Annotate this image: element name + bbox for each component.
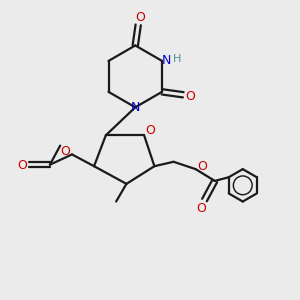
Text: H: H [173,55,182,64]
Text: O: O [61,145,70,158]
Text: N: N [162,54,171,68]
Text: O: O [17,159,27,172]
Text: N: N [130,101,140,114]
Text: O: O [135,11,145,24]
Text: O: O [196,202,206,214]
Text: O: O [186,90,196,103]
Text: O: O [197,160,207,173]
Text: O: O [145,124,155,137]
